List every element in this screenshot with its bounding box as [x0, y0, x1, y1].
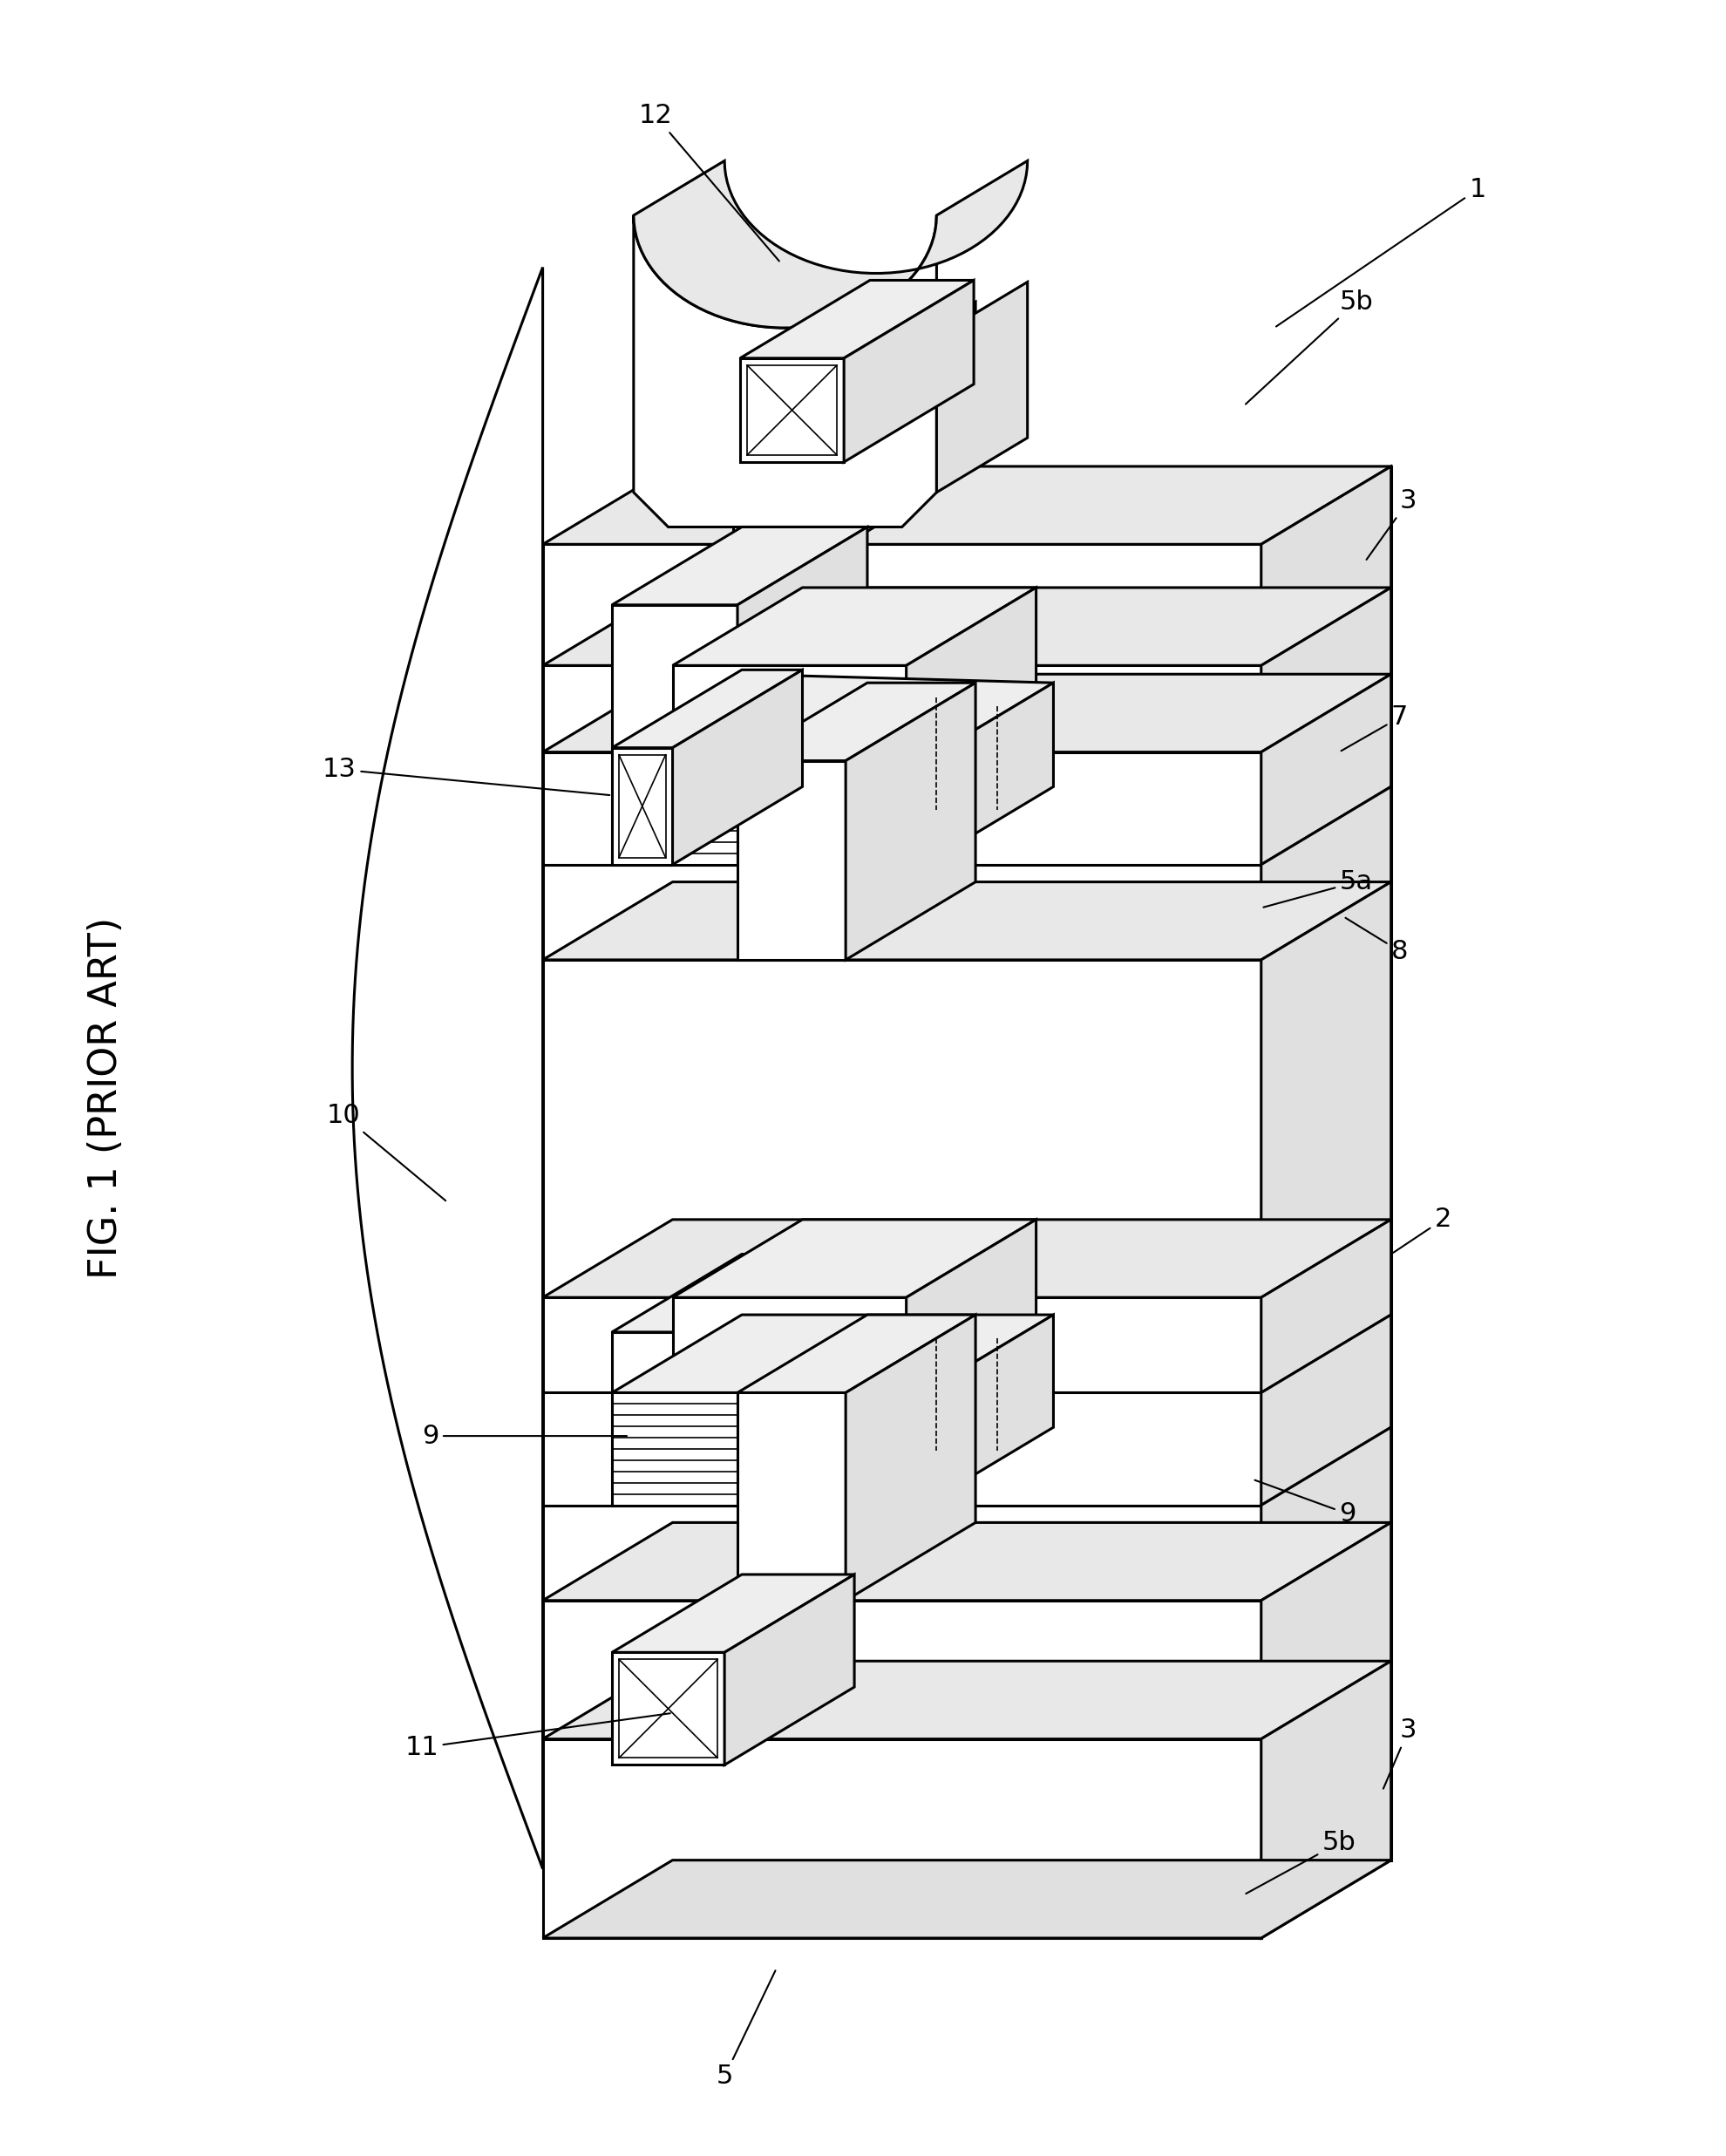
Polygon shape: [923, 1315, 1053, 1505]
Polygon shape: [737, 1393, 846, 1600]
Polygon shape: [542, 1522, 1391, 1600]
Text: 9: 9: [1255, 1479, 1357, 1526]
Polygon shape: [673, 671, 803, 865]
Text: 3: 3: [1383, 1718, 1417, 1789]
Polygon shape: [1262, 1522, 1391, 1740]
Polygon shape: [542, 1220, 1391, 1298]
Polygon shape: [1262, 1315, 1391, 1505]
Polygon shape: [734, 379, 846, 543]
Polygon shape: [737, 526, 868, 752]
Polygon shape: [542, 543, 1262, 666]
Polygon shape: [734, 302, 975, 379]
Polygon shape: [542, 752, 1262, 865]
Polygon shape: [673, 1220, 1036, 1298]
Polygon shape: [613, 1651, 725, 1766]
Polygon shape: [542, 589, 1391, 666]
Polygon shape: [613, 1315, 1053, 1393]
Polygon shape: [613, 1255, 868, 1332]
Text: 13: 13: [323, 757, 609, 796]
Polygon shape: [542, 1298, 1262, 1393]
Polygon shape: [673, 466, 1391, 1861]
Polygon shape: [542, 1660, 1391, 1740]
Polygon shape: [740, 280, 973, 358]
Text: 3: 3: [1367, 489, 1417, 561]
Polygon shape: [737, 683, 975, 761]
Polygon shape: [613, 1332, 737, 1479]
Polygon shape: [613, 526, 868, 606]
Polygon shape: [542, 1505, 1262, 1600]
Text: 8: 8: [1346, 918, 1408, 964]
Polygon shape: [613, 606, 737, 752]
Polygon shape: [737, 1393, 923, 1505]
Polygon shape: [937, 282, 1027, 492]
Polygon shape: [673, 1298, 906, 1393]
Polygon shape: [542, 675, 1391, 752]
Polygon shape: [542, 1393, 1262, 1505]
Polygon shape: [633, 162, 1027, 328]
Polygon shape: [1262, 589, 1391, 752]
Polygon shape: [542, 882, 1391, 959]
Text: 11: 11: [404, 1714, 670, 1759]
Polygon shape: [906, 1220, 1036, 1393]
Polygon shape: [1262, 1427, 1391, 1600]
Polygon shape: [1262, 466, 1391, 666]
Polygon shape: [633, 216, 937, 526]
Polygon shape: [542, 1600, 1262, 1740]
Polygon shape: [844, 280, 973, 461]
Polygon shape: [1262, 1660, 1391, 1938]
Polygon shape: [613, 752, 737, 865]
Polygon shape: [923, 683, 1053, 865]
Polygon shape: [542, 865, 1262, 959]
Polygon shape: [673, 589, 1036, 666]
Polygon shape: [542, 1861, 1391, 1938]
Polygon shape: [613, 671, 803, 748]
Text: 9: 9: [421, 1423, 627, 1449]
Polygon shape: [673, 666, 906, 761]
Polygon shape: [352, 267, 542, 1869]
Polygon shape: [613, 1393, 737, 1505]
Polygon shape: [613, 748, 673, 865]
Polygon shape: [846, 302, 975, 543]
Text: 5b: 5b: [1246, 1830, 1357, 1893]
Text: 12: 12: [639, 103, 778, 261]
Polygon shape: [613, 675, 1053, 761]
Polygon shape: [542, 466, 1391, 543]
Polygon shape: [542, 666, 1262, 752]
Polygon shape: [846, 1315, 975, 1600]
Text: 7: 7: [1341, 705, 1408, 750]
Text: 5a: 5a: [1263, 869, 1372, 908]
Polygon shape: [613, 1574, 854, 1651]
Polygon shape: [740, 358, 844, 461]
Polygon shape: [1262, 675, 1391, 865]
Text: 2: 2: [1393, 1207, 1452, 1253]
Polygon shape: [1262, 787, 1391, 959]
Text: 5: 5: [716, 1971, 775, 2089]
Polygon shape: [906, 589, 1036, 761]
Text: 5b: 5b: [1246, 289, 1374, 403]
Polygon shape: [1262, 882, 1391, 1298]
Polygon shape: [737, 761, 923, 865]
Polygon shape: [737, 1315, 975, 1393]
Text: 10: 10: [326, 1104, 445, 1201]
Polygon shape: [737, 1255, 868, 1479]
Text: 1: 1: [1276, 177, 1486, 326]
Text: FIG. 1 (PRIOR ART): FIG. 1 (PRIOR ART): [86, 918, 124, 1279]
Polygon shape: [542, 1740, 1262, 1938]
Polygon shape: [737, 761, 846, 959]
Polygon shape: [542, 959, 1262, 1298]
Polygon shape: [725, 1574, 854, 1766]
Polygon shape: [1262, 1220, 1391, 1393]
Polygon shape: [846, 683, 975, 959]
